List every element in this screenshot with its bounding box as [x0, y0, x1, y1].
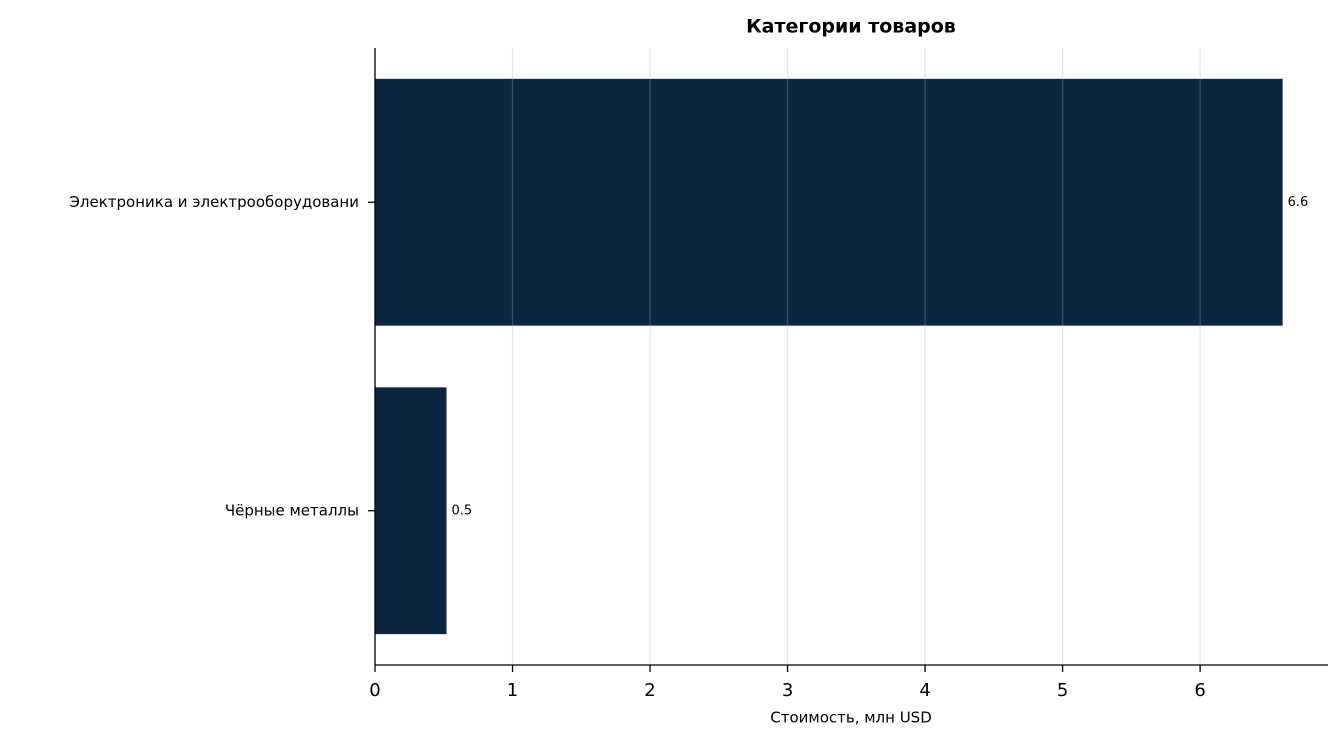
x-tick-label: 2: [644, 680, 655, 701]
value-label: 0.5: [452, 503, 473, 518]
chart-title: Категории товаров: [746, 16, 956, 38]
x-tick-label: 0: [369, 680, 380, 701]
x-tick-label: 6: [1194, 680, 1205, 701]
value-label: 6.6: [1288, 195, 1309, 210]
x-tick-label: 1: [507, 680, 518, 701]
bar: [375, 78, 1283, 326]
x-axis-label: Стоимость, млн USD: [770, 709, 932, 727]
x-tick-label: 4: [919, 680, 930, 701]
x-tick-label: 3: [782, 680, 793, 701]
bar: [375, 387, 447, 635]
y-tick-label: Чёрные металлы: [225, 501, 359, 519]
x-tick-label: 5: [1057, 680, 1068, 701]
y-tick-label: Электроника и электрооборудовани: [69, 193, 359, 211]
